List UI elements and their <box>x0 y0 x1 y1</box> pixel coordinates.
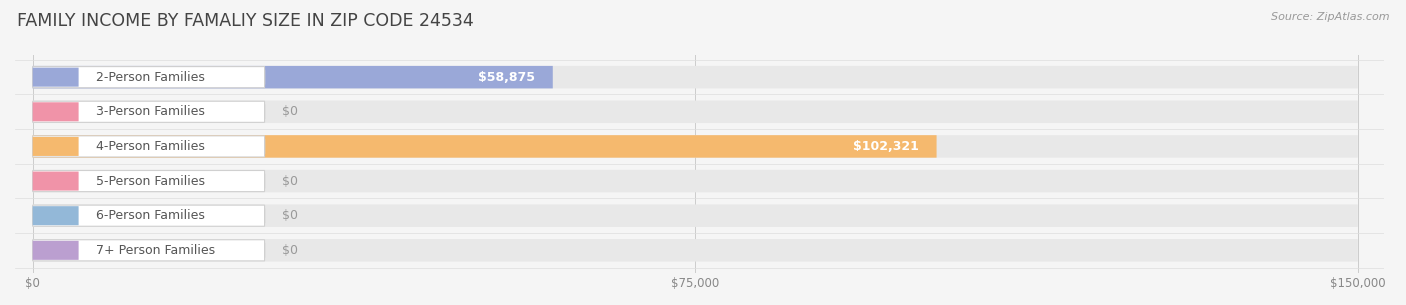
FancyBboxPatch shape <box>32 170 264 192</box>
FancyBboxPatch shape <box>32 170 1358 192</box>
FancyBboxPatch shape <box>32 66 553 88</box>
Text: $0: $0 <box>283 105 298 118</box>
Text: 6-Person Families: 6-Person Families <box>96 209 205 222</box>
FancyBboxPatch shape <box>32 137 79 156</box>
Text: 7+ Person Families: 7+ Person Families <box>96 244 215 257</box>
FancyBboxPatch shape <box>32 204 1358 227</box>
Text: FAMILY INCOME BY FAMALIY SIZE IN ZIP CODE 24534: FAMILY INCOME BY FAMALIY SIZE IN ZIP COD… <box>17 12 474 30</box>
FancyBboxPatch shape <box>32 66 264 88</box>
FancyBboxPatch shape <box>32 240 264 261</box>
Text: Source: ZipAtlas.com: Source: ZipAtlas.com <box>1271 12 1389 22</box>
FancyBboxPatch shape <box>32 68 79 87</box>
FancyBboxPatch shape <box>32 101 264 122</box>
Text: 2-Person Families: 2-Person Families <box>96 71 205 84</box>
FancyBboxPatch shape <box>32 135 936 158</box>
Text: $58,875: $58,875 <box>478 71 536 84</box>
FancyBboxPatch shape <box>32 206 79 225</box>
Text: $0: $0 <box>283 244 298 257</box>
FancyBboxPatch shape <box>32 241 79 260</box>
Text: 3-Person Families: 3-Person Families <box>96 105 205 118</box>
FancyBboxPatch shape <box>32 136 264 157</box>
Text: 4-Person Families: 4-Person Families <box>96 140 205 153</box>
FancyBboxPatch shape <box>32 135 1358 158</box>
FancyBboxPatch shape <box>32 205 264 226</box>
Text: $0: $0 <box>283 209 298 222</box>
Text: 5-Person Families: 5-Person Families <box>96 174 205 188</box>
FancyBboxPatch shape <box>32 66 1358 88</box>
Text: $102,321: $102,321 <box>853 140 920 153</box>
FancyBboxPatch shape <box>32 171 79 191</box>
FancyBboxPatch shape <box>32 239 1358 262</box>
FancyBboxPatch shape <box>32 102 79 121</box>
FancyBboxPatch shape <box>32 101 1358 123</box>
Text: $0: $0 <box>283 174 298 188</box>
